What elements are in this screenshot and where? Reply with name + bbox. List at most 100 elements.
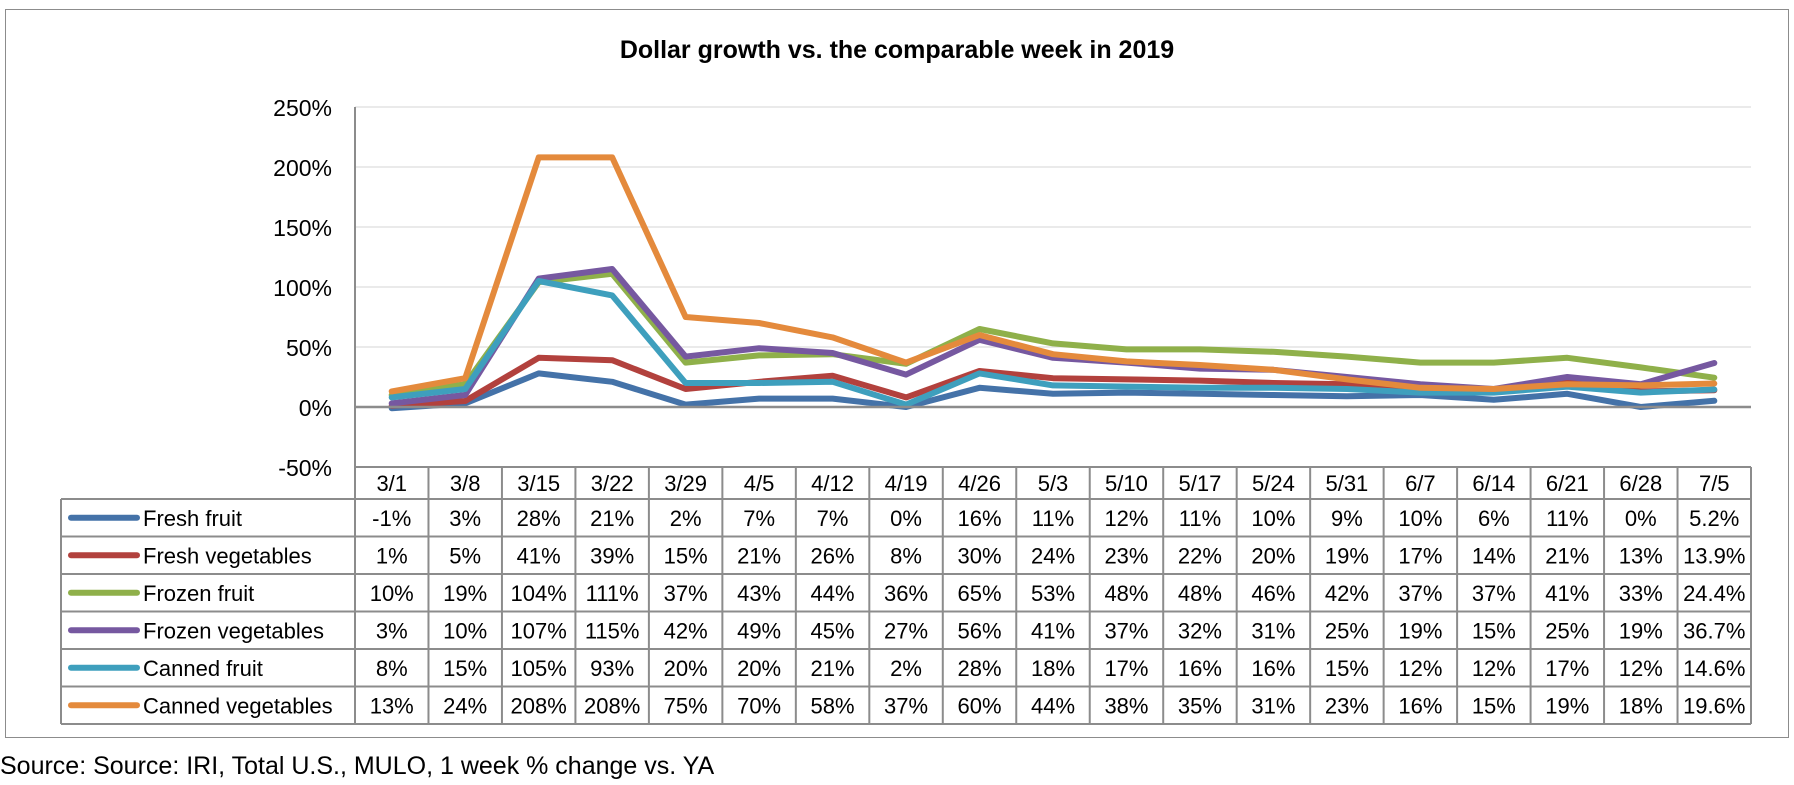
x-category-label: 3/8: [450, 471, 481, 496]
x-category-label: 4/5: [744, 471, 775, 496]
x-category-label: 6/14: [1472, 471, 1515, 496]
data-table-cell: 41%: [1545, 581, 1589, 606]
data-table-cell: 70%: [737, 693, 781, 718]
data-table-cell: 17%: [1398, 543, 1442, 568]
x-category-label: 3/15: [517, 471, 560, 496]
data-table-cell: 107%: [511, 618, 567, 643]
data-table-cell: 75%: [664, 693, 708, 718]
data-table-cell: 5%: [449, 543, 481, 568]
data-table-cell: 12%: [1472, 656, 1516, 681]
data-table-cell: 16%: [1251, 656, 1295, 681]
data-table-cell: 6%: [1478, 506, 1510, 531]
data-table-cell: -1%: [372, 506, 411, 531]
x-category-label: 3/29: [664, 471, 707, 496]
data-table-cell: 49%: [737, 618, 781, 643]
data-table-cell: 11%: [1032, 506, 1074, 531]
data-table-cell: 23%: [1325, 693, 1369, 718]
x-category-label: 3/22: [591, 471, 634, 496]
data-table-cell: 0%: [890, 506, 922, 531]
data-table-cell: 7%: [817, 506, 849, 531]
data-table-cell: 42%: [1325, 581, 1369, 606]
x-category-label: 5/3: [1038, 471, 1069, 496]
x-category-label: 7/5: [1699, 471, 1730, 496]
data-table-cell: 8%: [376, 656, 408, 681]
data-table-cell: 16%: [958, 506, 1002, 531]
data-table-cell: 26%: [811, 543, 855, 568]
chart-frame: [5, 9, 1789, 738]
data-table-cell: 19%: [443, 581, 487, 606]
data-table-cell: 208%: [511, 693, 567, 718]
data-table-cell: 36%: [884, 581, 928, 606]
data-table-cell: 45%: [811, 618, 855, 643]
data-table-cell: 37%: [884, 693, 928, 718]
data-table-cell: 104%: [511, 581, 567, 606]
data-table-cell: 48%: [1104, 581, 1148, 606]
data-table-cell: 10%: [443, 618, 487, 643]
data-table-cell: 41%: [517, 543, 561, 568]
data-table-cell: 115%: [585, 618, 640, 643]
data-table-cell: 21%: [590, 506, 634, 531]
data-table-cell: 27%: [884, 618, 928, 643]
data-table-cell: 23%: [1104, 543, 1148, 568]
data-table-cell: 2%: [670, 506, 702, 531]
data-table-cell: 15%: [1472, 693, 1516, 718]
data-table-cell: 21%: [737, 543, 781, 568]
data-table-cell: 38%: [1104, 693, 1148, 718]
data-table-cell: 48%: [1178, 581, 1222, 606]
legend-label: Canned vegetables: [143, 693, 333, 718]
data-table-cell: 19.6%: [1683, 693, 1745, 718]
data-table-cell: 18%: [1031, 656, 1075, 681]
data-table-cell: 15%: [1325, 656, 1369, 681]
source-note: Source: Source: IRI, Total U.S., MULO, 1…: [0, 752, 715, 780]
x-category-label: 5/17: [1179, 471, 1222, 496]
y-tick-label: 200%: [273, 155, 332, 181]
x-category-label: 5/10: [1105, 471, 1148, 496]
data-table-cell: 7%: [743, 506, 775, 531]
data-table-cell: 93%: [590, 656, 634, 681]
data-table-cell: 1%: [376, 543, 408, 568]
data-table-cell: 10%: [1398, 506, 1442, 531]
x-category-label: 3/1: [376, 471, 407, 496]
data-table-cell: 111%: [586, 581, 639, 606]
data-table-cell: 22%: [1178, 543, 1222, 568]
series-line-2: [388, 270, 1718, 398]
data-table-cell: 24.4%: [1683, 581, 1745, 606]
data-table-cell: 30%: [958, 543, 1002, 568]
data-table-cell: 31%: [1251, 693, 1295, 718]
data-table-cell: 13%: [370, 693, 414, 718]
data-table-cell: 10%: [1251, 506, 1295, 531]
data-table-cell: 16%: [1178, 656, 1222, 681]
x-category-label: 6/28: [1619, 471, 1662, 496]
y-tick-label: 250%: [273, 95, 332, 121]
data-table-cell: 41%: [1031, 618, 1075, 643]
data-table-cell: 15%: [443, 656, 487, 681]
x-category-label: 6/7: [1405, 471, 1436, 496]
data-table-cell: 39%: [590, 543, 634, 568]
data-table-cell: 42%: [664, 618, 708, 643]
legend-label: Fresh vegetables: [143, 543, 312, 568]
x-category-label: 5/31: [1325, 471, 1368, 496]
y-tick-label: 50%: [286, 335, 332, 361]
series-line-4: [388, 278, 1718, 408]
data-table-cell: 8%: [890, 543, 922, 568]
data-table-cell: 56%: [958, 618, 1002, 643]
data-table-cell: 44%: [1031, 693, 1075, 718]
data-table-cell: 37%: [1398, 581, 1442, 606]
y-tick-label: 100%: [273, 275, 332, 301]
legend-label: Fresh fruit: [143, 506, 242, 531]
data-table-cell: 3%: [376, 618, 408, 643]
series-line-0: [388, 370, 1718, 412]
data-table-cell: 17%: [1545, 656, 1589, 681]
data-table-cell: 0%: [1625, 506, 1657, 531]
data-table-cell: 105%: [511, 656, 567, 681]
data-table-cell: 19%: [1545, 693, 1589, 718]
data-table-cell: 15%: [664, 543, 708, 568]
data-table-cell: 3%: [449, 506, 481, 531]
data-table-cell: 44%: [811, 581, 855, 606]
data-table-cell: 46%: [1251, 581, 1295, 606]
data-table-cell: 33%: [1619, 581, 1663, 606]
data-table-cell: 28%: [517, 506, 561, 531]
x-category-label: 4/19: [885, 471, 928, 496]
y-tick-label: 0%: [299, 395, 332, 421]
data-table-cell: 208%: [584, 693, 640, 718]
